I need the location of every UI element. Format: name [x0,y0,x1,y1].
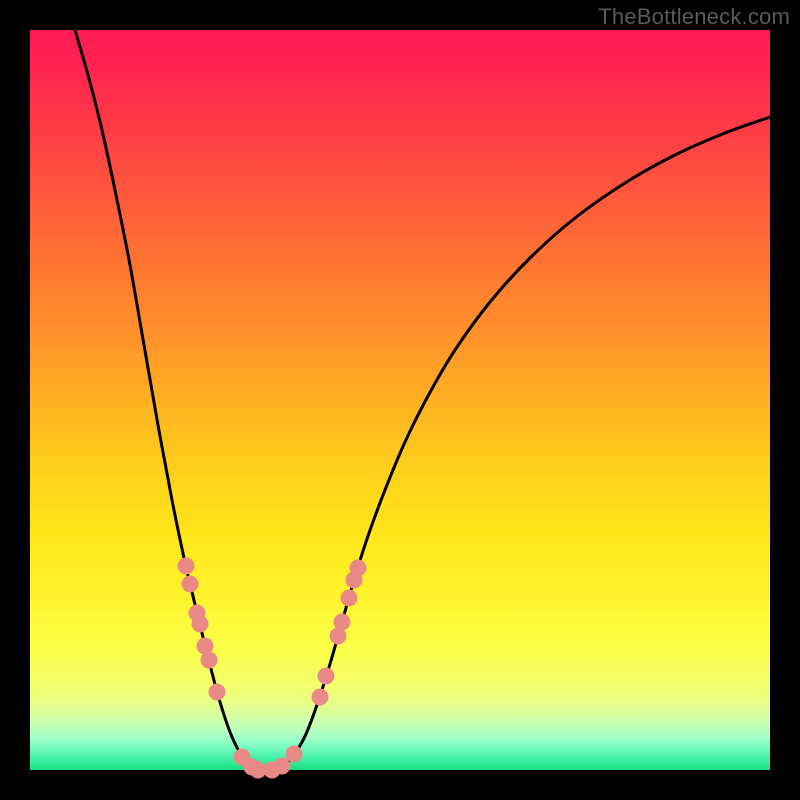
watermark-text: TheBottleneck.com [598,4,790,30]
data-marker [312,689,329,706]
plot-area [30,30,770,770]
bottleneck-chart [0,0,800,800]
data-marker [192,616,209,633]
data-marker [178,558,195,575]
data-marker [350,560,367,577]
data-marker [341,590,358,607]
chart-container: { "watermark": "TheBottleneck.com", "cha… [0,0,800,800]
data-marker [182,576,199,593]
data-marker [201,652,218,669]
data-marker [274,758,291,775]
data-marker [318,668,335,685]
data-marker [286,746,303,763]
data-marker [209,684,226,701]
data-marker [334,614,351,631]
